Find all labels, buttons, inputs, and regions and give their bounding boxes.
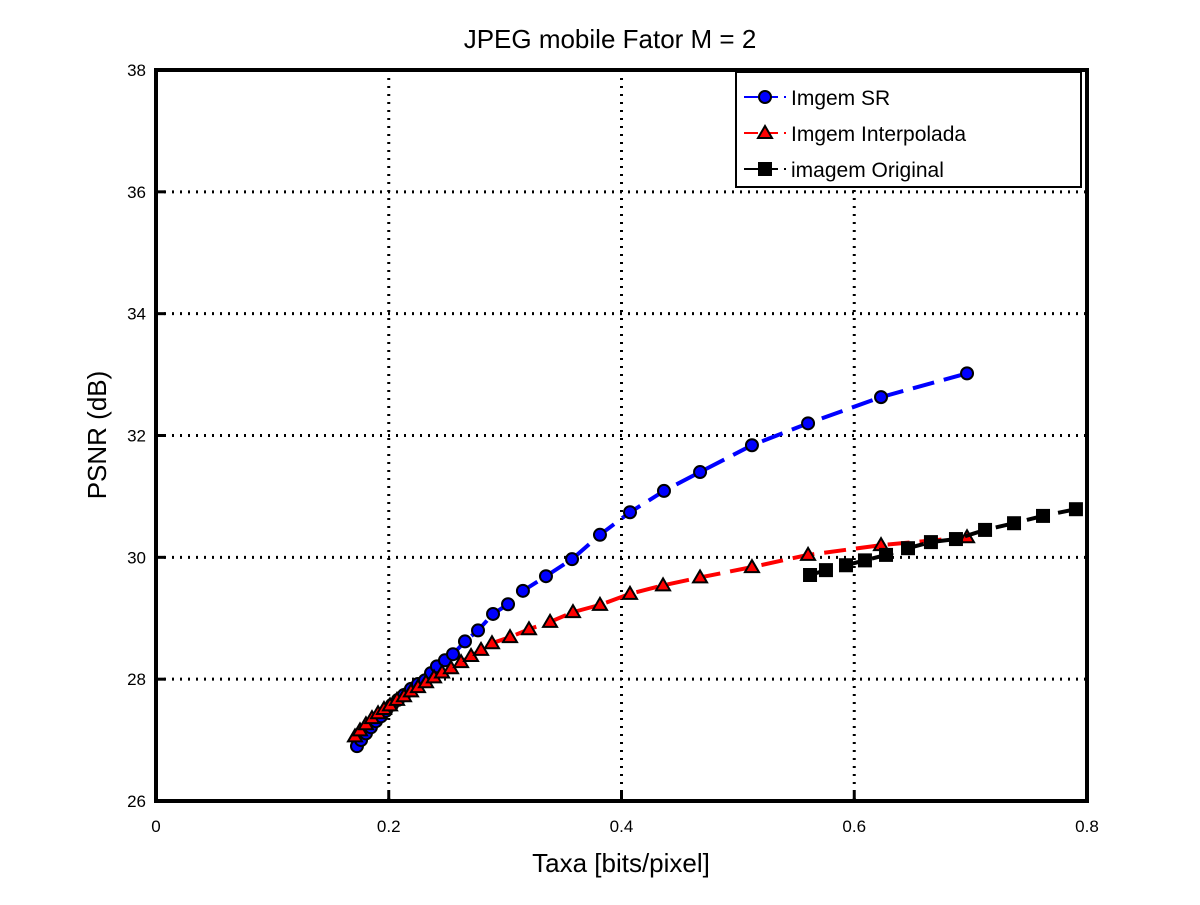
point — [693, 465, 708, 480]
point — [948, 532, 963, 547]
point — [501, 628, 519, 644]
point — [803, 567, 818, 582]
x-tick-label: 0.6 — [842, 817, 866, 836]
point — [445, 647, 460, 662]
legend-label: Imgem SR — [791, 87, 890, 110]
y-tick-label: 30 — [127, 548, 146, 567]
point — [486, 606, 501, 621]
point — [515, 583, 530, 598]
point — [1068, 502, 1083, 517]
point — [879, 547, 894, 562]
point — [501, 597, 516, 612]
y-tick-label: 26 — [127, 792, 146, 811]
point — [901, 541, 916, 556]
point — [538, 569, 553, 584]
legend-box — [735, 71, 1082, 188]
legend-marker — [758, 90, 772, 104]
point — [520, 620, 538, 636]
point — [874, 390, 889, 405]
x-tick-label: 0.2 — [377, 817, 401, 836]
point — [621, 584, 639, 600]
point — [541, 612, 559, 628]
legend-label: imagem Original — [791, 159, 944, 182]
point — [656, 483, 671, 498]
point — [622, 505, 637, 520]
point — [457, 634, 472, 649]
point — [1036, 508, 1051, 523]
y-tick-label: 32 — [127, 427, 146, 446]
point — [960, 366, 975, 381]
point — [801, 416, 816, 431]
point — [978, 522, 993, 537]
point — [744, 438, 759, 453]
point — [591, 595, 609, 611]
point — [691, 568, 709, 584]
x-tick-label: 0 — [151, 817, 160, 836]
point — [564, 603, 582, 619]
point — [471, 623, 486, 638]
point — [483, 634, 501, 650]
point — [1007, 516, 1022, 531]
legend-marker — [756, 124, 774, 139]
x-axis-label: Taxa [bits/pixel] — [532, 848, 710, 878]
y-axis-label: PSNR (dB) — [82, 371, 112, 500]
point — [818, 563, 833, 578]
plot-frame — [154, 68, 1089, 803]
point — [654, 576, 672, 592]
point — [565, 552, 580, 567]
point — [923, 535, 938, 550]
x-tick-label: 0.8 — [1075, 817, 1099, 836]
point — [838, 558, 853, 573]
y-tick-label: 28 — [127, 670, 146, 689]
point — [857, 553, 872, 568]
legend-label: Imgem Interpolada — [791, 123, 966, 146]
legend-marker — [758, 162, 772, 176]
x-tick-label: 0.4 — [610, 817, 634, 836]
point — [743, 558, 761, 574]
point — [592, 527, 607, 542]
point — [799, 545, 817, 561]
y-tick-label: 36 — [127, 183, 146, 202]
y-tick-label: 38 — [127, 61, 146, 80]
chart-title: JPEG mobile Fator M = 2 — [464, 24, 757, 54]
y-tick-label: 34 — [127, 305, 146, 324]
